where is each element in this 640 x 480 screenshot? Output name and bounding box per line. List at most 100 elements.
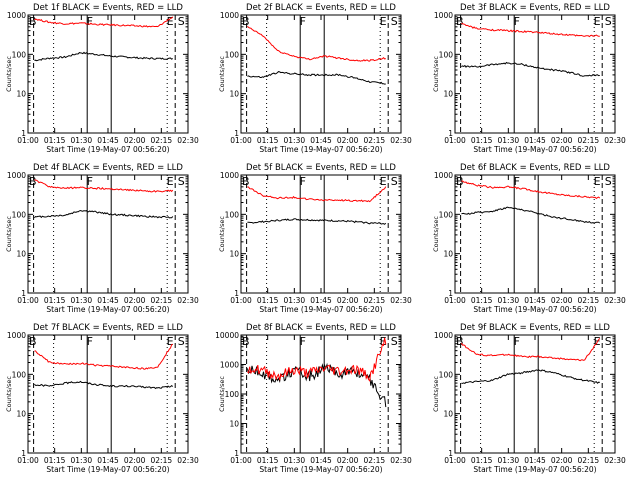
event-marker-label: S	[605, 335, 612, 348]
series-line	[34, 380, 174, 390]
y-tick-label: 1	[21, 289, 26, 298]
x-tick-label: 02:00	[551, 296, 573, 305]
x-tick-label: 01:00	[444, 296, 466, 305]
x-tick-label: 01:15	[471, 456, 493, 465]
event-marker-label: S	[178, 335, 185, 348]
chart-panel: Det 2f BLACK = Events, RED = LLD 1 10 100 10…	[218, 3, 412, 154]
x-tick-label: 01:45	[97, 456, 119, 465]
event-marker-label: B	[29, 175, 37, 188]
event-marker-label: B	[456, 175, 464, 188]
series-line	[461, 22, 600, 38]
y-tick-label: 1000	[7, 331, 26, 340]
x-tick-label: 02:30	[177, 136, 199, 145]
x-tick-label: 01:45	[97, 136, 119, 145]
series-line	[461, 61, 600, 77]
chart-title: Det 8f BLACK = Events, RED = LLD	[246, 323, 396, 333]
y-tick-label: 1000	[434, 171, 453, 180]
event-marker-label: F	[300, 15, 306, 28]
event-marker-label: B	[29, 335, 37, 348]
chart-panel: Det 3f BLACK = Events, RED = LLD 1 10 100 10…	[432, 3, 626, 154]
y-tick-label: 100	[12, 210, 27, 219]
x-tick-label: 02:15	[151, 296, 173, 305]
event-marker-label: E	[594, 15, 601, 28]
x-axis-label: Start Time (19-May-07 00:56:20)	[46, 465, 169, 474]
x-tick-label: 01:15	[471, 136, 493, 145]
x-tick-label: 02:15	[151, 136, 173, 145]
y-tick-label: 100	[439, 210, 454, 219]
event-marker-label: S	[391, 15, 398, 28]
y-tick-label: 1000	[220, 11, 239, 20]
x-tick-label: 01:15	[44, 456, 66, 465]
x-axis-label: Start Time (19-May-07 00:56:20)	[46, 305, 169, 314]
series-line	[247, 186, 387, 203]
x-axis-label: Start Time (19-May-07 00:56:20)	[46, 145, 169, 154]
x-tick-label: 02:30	[390, 296, 412, 305]
y-tick-label: 1	[234, 129, 239, 138]
chart-title: Det 5f BLACK = Events, RED = LLD	[246, 163, 396, 173]
y-axis-label: Counts/sec	[5, 376, 13, 412]
series-line	[34, 343, 174, 370]
y-tick-label: 1	[21, 449, 26, 458]
x-tick-label: 01:00	[17, 456, 39, 465]
chart-title: Det 7f BLACK = Events, RED = LLD	[33, 323, 183, 333]
y-tick-label: 100	[12, 50, 27, 59]
x-tick-label: 02:15	[364, 136, 386, 145]
x-tick-label: 02:30	[604, 456, 626, 465]
y-tick-label: 10000	[215, 331, 239, 340]
x-tick-label: 01:45	[524, 136, 546, 145]
event-marker-label: F	[300, 175, 306, 188]
y-tick-label: 1	[448, 129, 453, 138]
event-marker-label: B	[456, 335, 464, 348]
x-tick-label: 01:15	[471, 296, 493, 305]
event-marker-label: S	[391, 175, 398, 188]
event-marker-label: E	[167, 335, 174, 348]
event-marker-label: E	[380, 15, 387, 28]
chart-panel: Det 8f BLACK = Events, RED = LLD 1 10 100 10…	[215, 323, 412, 474]
y-tick-label: 1	[21, 129, 26, 138]
y-tick-label: 100	[12, 370, 27, 379]
plot-frame	[240, 334, 402, 454]
x-tick-label: 01:00	[444, 136, 466, 145]
x-tick-label: 02:30	[604, 296, 626, 305]
x-tick-label: 01:00	[17, 296, 39, 305]
x-axis-label: Start Time (19-May-07 00:56:20)	[473, 465, 596, 474]
chart-title: Det 3f BLACK = Events, RED = LLD	[460, 3, 610, 13]
x-tick-label: 01:30	[498, 296, 520, 305]
chart-panel: Det 5f BLACK = Events, RED = LLD 1 10 100 10…	[218, 163, 412, 314]
x-tick-label: 01:00	[230, 296, 252, 305]
series-line	[460, 337, 601, 362]
y-axis-label: Counts/sec	[432, 376, 440, 412]
y-tick-label: 10	[229, 90, 239, 99]
event-marker-label: E	[167, 175, 174, 188]
event-marker-label: F	[87, 175, 93, 188]
x-tick-label: 01:15	[257, 456, 279, 465]
y-tick-label: 10	[16, 410, 26, 419]
x-tick-label: 01:15	[44, 136, 66, 145]
x-axis-label: Start Time (19-May-07 00:56:20)	[473, 145, 596, 154]
y-tick-label: 10	[443, 250, 453, 259]
series-line	[247, 71, 386, 85]
series-line	[461, 180, 601, 200]
x-tick-label: 02:00	[337, 296, 359, 305]
event-marker-label: S	[605, 15, 612, 28]
event-marker-label: F	[514, 335, 520, 348]
y-tick-label: 1000	[220, 361, 239, 370]
x-tick-label: 02:30	[177, 456, 199, 465]
x-tick-label: 02:00	[124, 456, 146, 465]
x-axis-label: Start Time (19-May-07 00:56:20)	[259, 305, 382, 314]
chart-title: Det 9f BLACK = Events, RED = LLD	[460, 323, 610, 333]
x-tick-label: 02:30	[390, 456, 412, 465]
plot-frame	[27, 174, 189, 294]
x-tick-label: 02:30	[604, 136, 626, 145]
x-tick-label: 02:15	[578, 136, 600, 145]
x-tick-label: 02:00	[124, 136, 146, 145]
x-tick-label: 01:30	[71, 456, 93, 465]
event-marker-label: S	[178, 175, 185, 188]
x-tick-label: 01:45	[310, 136, 332, 145]
x-tick-label: 02:00	[551, 456, 573, 465]
x-tick-label: 02:15	[364, 296, 386, 305]
series-line	[247, 218, 387, 225]
x-tick-label: 02:00	[551, 136, 573, 145]
y-tick-label: 1	[234, 449, 239, 458]
